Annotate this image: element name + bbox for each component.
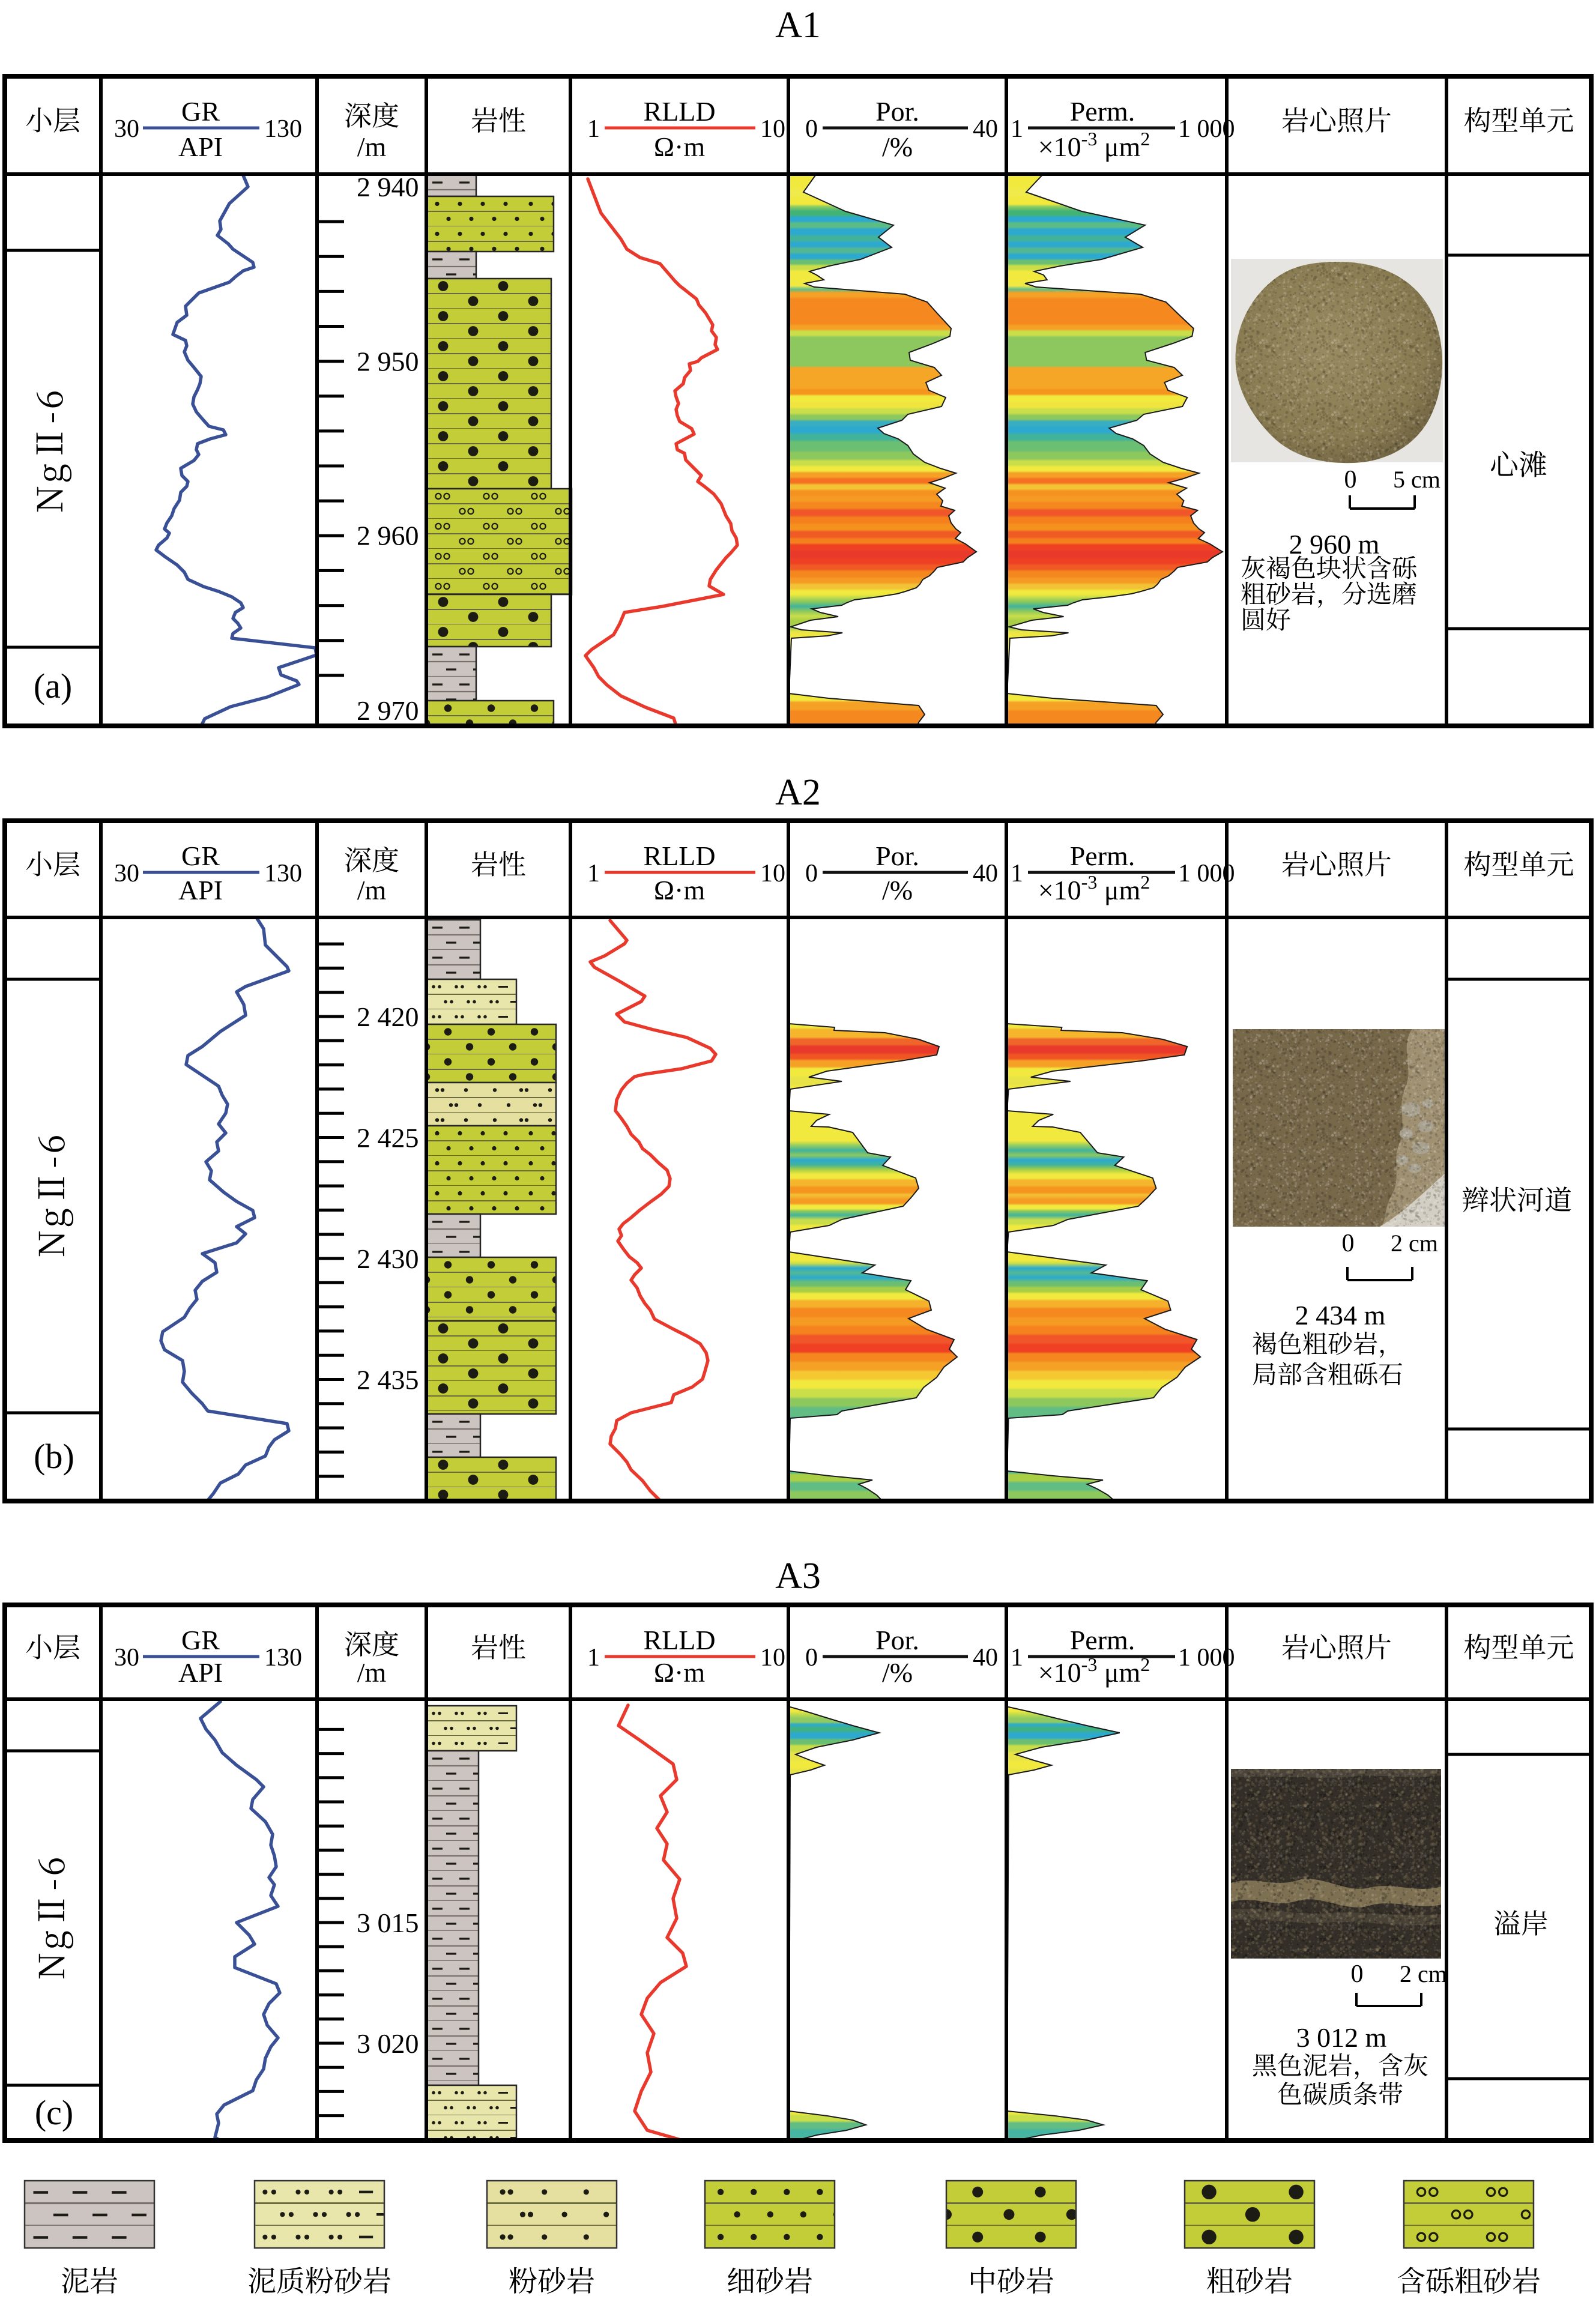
svg-text:/m: /m (357, 131, 387, 162)
svg-text:0: 0 (1342, 1230, 1355, 1257)
svg-text:1: 1 (587, 115, 600, 143)
svg-text:10: 10 (760, 860, 785, 887)
svg-text:Por.: Por. (875, 1625, 919, 1655)
svg-text:RLLD: RLLD (643, 841, 715, 871)
svg-text:(b): (b) (34, 1437, 74, 1476)
svg-text:30: 30 (114, 1644, 139, 1672)
svg-text:GR: GR (181, 841, 220, 871)
svg-text:0: 0 (1351, 1960, 1364, 1988)
svg-text:GR: GR (181, 1625, 220, 1655)
svg-text:Perm.: Perm. (1070, 1625, 1135, 1655)
svg-text:GR: GR (181, 96, 220, 127)
svg-text:30: 30 (114, 860, 139, 887)
svg-text:2 425: 2 425 (357, 1123, 419, 1153)
svg-text:3 020: 3 020 (357, 2028, 419, 2059)
svg-text:API: API (178, 875, 223, 905)
svg-text:0: 0 (805, 860, 818, 887)
svg-text:(c): (c) (35, 2093, 73, 2132)
svg-text:2 420: 2 420 (357, 1001, 419, 1032)
svg-text:2 cm: 2 cm (1391, 1230, 1438, 1257)
svg-text:×10-3 μm2: ×10-3 μm2 (1038, 128, 1150, 162)
svg-text:1: 1 (1011, 860, 1023, 887)
svg-text:2 434 m: 2 434 m (1295, 1300, 1386, 1331)
svg-text:×10-3 μm2: ×10-3 μm2 (1038, 871, 1150, 905)
svg-text:10: 10 (760, 115, 785, 143)
svg-text:Por.: Por. (875, 841, 919, 871)
svg-text:A1: A1 (775, 5, 821, 46)
svg-text:API: API (178, 131, 223, 162)
svg-text:2 430: 2 430 (357, 1243, 419, 1274)
svg-text:(a): (a) (34, 666, 72, 705)
svg-text:2 940: 2 940 (357, 172, 419, 202)
svg-text:2 970: 2 970 (357, 695, 419, 726)
svg-text:30: 30 (114, 115, 139, 143)
svg-text:2 960: 2 960 (357, 520, 419, 551)
svg-text:Perm.: Perm. (1070, 841, 1135, 871)
svg-text:0: 0 (1344, 466, 1357, 494)
svg-text:40: 40 (973, 1644, 998, 1672)
svg-text:130: 130 (264, 1644, 302, 1672)
svg-text:1: 1 (587, 1644, 600, 1672)
svg-text:2 950: 2 950 (357, 346, 419, 376)
svg-text:Perm.: Perm. (1070, 96, 1135, 127)
svg-text:1: 1 (1011, 115, 1023, 143)
svg-text:40: 40 (973, 860, 998, 887)
svg-text:1: 1 (587, 860, 600, 887)
svg-text:/m: /m (357, 1657, 387, 1688)
svg-text:2 cm: 2 cm (1400, 1960, 1447, 1987)
svg-text:3 015: 3 015 (357, 1908, 419, 1938)
svg-text:10: 10 (760, 1644, 785, 1672)
svg-text:RLLD: RLLD (643, 96, 715, 127)
svg-text:/%: /% (882, 1657, 913, 1688)
svg-text:Ω·m: Ω·m (654, 1657, 706, 1688)
svg-text:0: 0 (805, 115, 818, 143)
svg-text:API: API (178, 1657, 223, 1688)
svg-text:5 cm: 5 cm (1393, 466, 1440, 493)
svg-text:Ω·m: Ω·m (654, 131, 706, 162)
svg-text:0: 0 (805, 1644, 818, 1672)
svg-text:2 435: 2 435 (357, 1365, 419, 1395)
svg-text:/%: /% (882, 875, 913, 905)
svg-text:Por.: Por. (875, 96, 919, 127)
svg-text:A2: A2 (775, 772, 821, 813)
svg-text:Ω·m: Ω·m (654, 875, 706, 905)
svg-text:1: 1 (1011, 1644, 1023, 1672)
svg-text:/%: /% (882, 131, 913, 162)
svg-text:RLLD: RLLD (643, 1625, 715, 1655)
svg-text:/m: /m (357, 875, 387, 905)
svg-text:130: 130 (264, 115, 302, 143)
svg-text:40: 40 (973, 115, 998, 143)
svg-text:×10-3 μm2: ×10-3 μm2 (1038, 1654, 1150, 1688)
svg-text:130: 130 (264, 860, 302, 887)
svg-text:2 960 m: 2 960 m (1289, 529, 1380, 560)
svg-text:A3: A3 (775, 1556, 821, 1597)
svg-text:3 012 m: 3 012 m (1296, 2022, 1387, 2053)
